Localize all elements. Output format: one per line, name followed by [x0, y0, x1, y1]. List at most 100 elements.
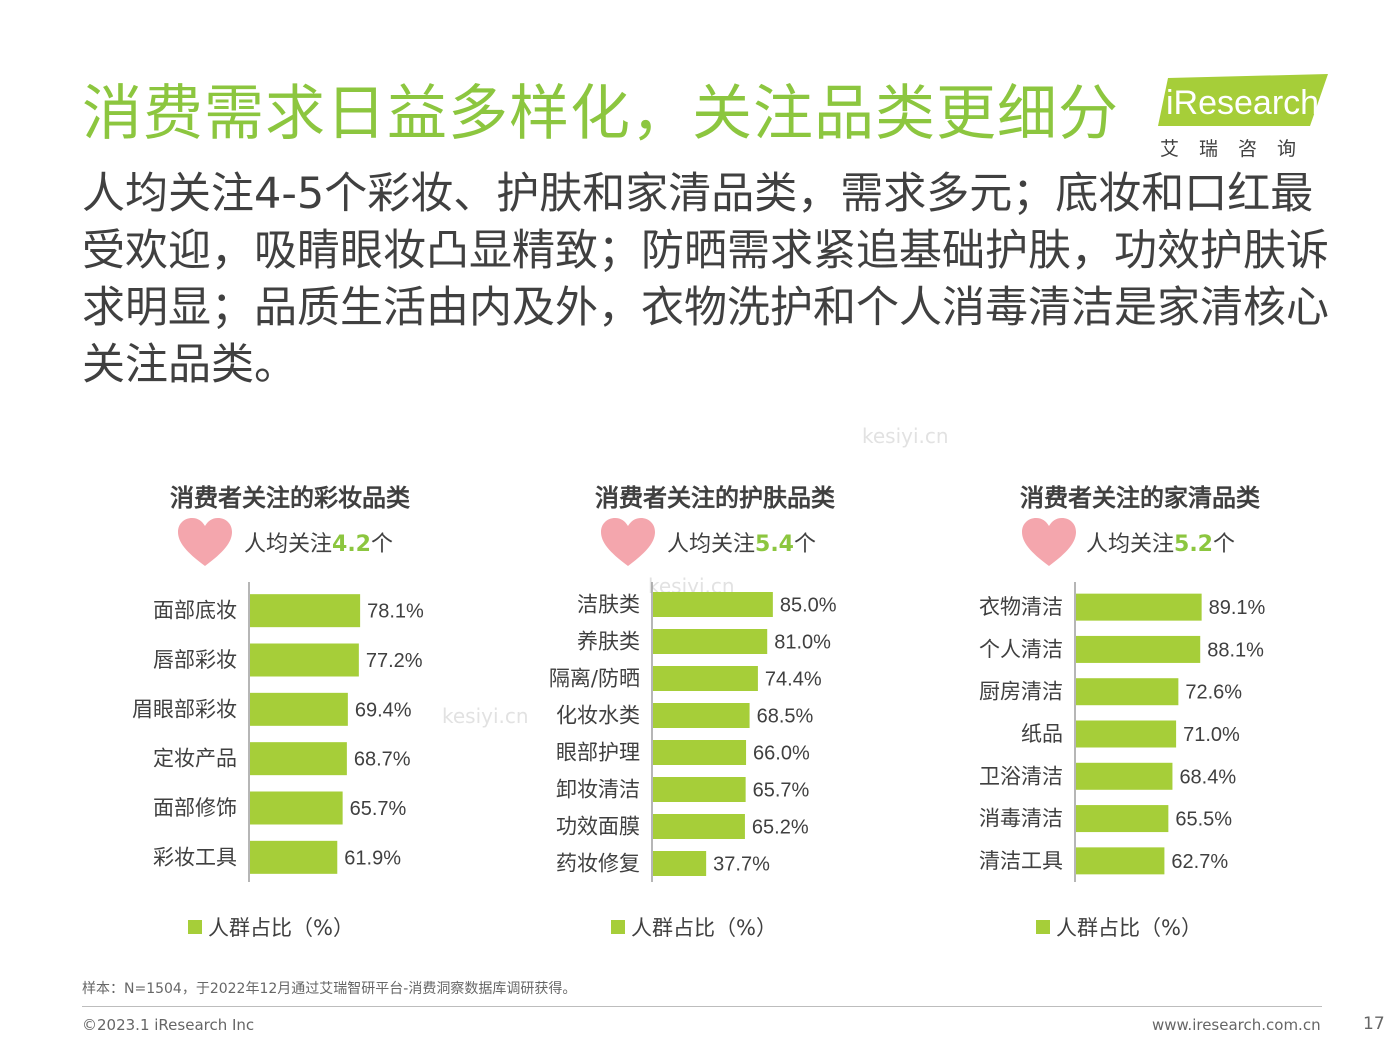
footnote: 样本：N=1504，于2022年12月通过艾瑞智研平台-消费洞察数据库调研获得。: [82, 981, 577, 997]
category-label: 化妆水类: [556, 704, 640, 728]
value-label: 65.7%: [350, 798, 407, 820]
value-label: 77.2%: [366, 650, 423, 672]
copyright: ©2023.1 iResearch Inc: [82, 1016, 255, 1034]
avg-suffix: 个: [1213, 532, 1236, 557]
category-label: 药妆修复: [556, 852, 640, 876]
category-label: 纸品: [1021, 722, 1063, 746]
value-label: 65.5%: [1175, 809, 1232, 831]
value-label: 85.0%: [780, 595, 837, 617]
bar: [250, 840, 338, 874]
bar: [1076, 847, 1165, 875]
bar-chart-makeup: 面部底妆 78.1% 唇部彩妆 77.2% 眉眼部彩妆 69.4% 定妆产品 68.7% 面部修…: [132, 582, 424, 882]
value-label: 69.4%: [355, 699, 412, 721]
legend: 人群占比（%）: [188, 912, 354, 942]
category-label: 功效面膜: [556, 815, 640, 839]
value-label: 72.6%: [1185, 682, 1242, 704]
legend-label: 人群占比（%）: [631, 916, 777, 940]
bar: [1076, 805, 1169, 833]
legend-swatch: [611, 920, 625, 934]
legend: 人群占比（%）: [1036, 912, 1202, 942]
category-label: 清洁工具: [979, 849, 1063, 873]
category-label: 衣物清洁: [979, 595, 1063, 619]
bar: [1076, 635, 1201, 663]
category-label: 眼部护理: [556, 741, 640, 765]
avg-suffix: 个: [794, 532, 817, 557]
category-label: 卸妆清洁: [556, 778, 640, 802]
legend-swatch: [1036, 920, 1050, 934]
category-label: 养肤类: [577, 630, 640, 654]
category-label: 洁肤类: [577, 593, 640, 617]
category-label: 隔离/防晒: [549, 667, 640, 691]
heart-icon: [1022, 518, 1076, 566]
category-label: 彩妆工具: [153, 845, 237, 869]
category-label: 消毒清洁: [979, 807, 1063, 831]
page-number: 17: [1363, 1014, 1385, 1034]
value-label: 61.9%: [344, 847, 401, 869]
legend-label: 人群占比（%）: [1056, 916, 1202, 940]
value-label: 68.5%: [757, 706, 814, 728]
avg-value: 5.4: [755, 532, 794, 557]
category-label: 厨房清洁: [979, 680, 1063, 704]
value-label: 62.7%: [1171, 851, 1228, 873]
legend: 人群占比（%）: [611, 912, 777, 942]
value-label: 68.4%: [1179, 766, 1236, 788]
legend-label: 人群占比（%）: [208, 916, 354, 940]
bar: [250, 594, 361, 628]
bar: [653, 851, 707, 876]
heart-icon: [601, 518, 655, 566]
category-label: 个人清洁: [979, 637, 1063, 661]
bar: [250, 791, 343, 825]
bar: [250, 742, 347, 776]
chart-title: 消费者关注的护肤品类: [595, 484, 835, 512]
bar: [653, 814, 745, 839]
bar: [653, 629, 768, 654]
avg-count: 人均关注4.2个: [244, 526, 393, 558]
category-label: 面部底妆: [153, 599, 237, 623]
category-label: 卫浴清洁: [979, 764, 1063, 788]
bar: [653, 592, 773, 617]
iresearch-logo: iResearch 艾瑞咨询: [1158, 72, 1333, 160]
bar: [250, 643, 359, 677]
avg-count: 人均关注5.2个: [1086, 526, 1235, 558]
avg-suffix: 个: [371, 532, 394, 557]
page-subtitle: 人均关注4-5个彩妆、护肤和家清品类，需求多元；底妆和口红最受欢迎，吸睛眼妆凸显…: [82, 169, 1329, 390]
chart-panel-makeup: 消费者关注的彩妆品类 人均关注4.2个 面部底妆 78.1% 唇部彩妆 77.2% 眉眼…: [80, 470, 500, 950]
bar: [1076, 720, 1177, 748]
chart-panel-household: 消费者关注的家清品类 人均关注5.2个 衣物清洁 89.1% 个人清洁 88.1% 厨房…: [930, 470, 1350, 950]
value-label: 78.1%: [367, 601, 424, 623]
bar: [250, 692, 348, 726]
value-label: 81.0%: [774, 632, 831, 654]
bar: [1076, 593, 1202, 621]
chart-title: 消费者关注的家清品类: [1020, 484, 1260, 512]
footer-divider: [82, 1006, 1322, 1007]
avg-value: 5.2: [1174, 532, 1213, 557]
bar: [653, 666, 758, 691]
avg-prefix: 人均关注: [667, 532, 756, 557]
category-label: 定妆产品: [153, 747, 237, 771]
watermark: kesiyi.cn: [442, 704, 529, 728]
bar: [653, 703, 750, 728]
value-label: 37.7%: [713, 854, 770, 876]
heart-icon: [178, 518, 232, 566]
avg-count: 人均关注5.4个: [667, 526, 816, 558]
bar-chart-skincare: 洁肤类 85.0% 养肤类 81.0% 隔离/防晒 74.4% 化妆水类 68.5% 眼部护理 6…: [549, 582, 837, 882]
category-label: 面部修饰: [153, 796, 237, 820]
website-link[interactable]: www.iresearch.com.cn: [1152, 1016, 1321, 1034]
value-label: 68.7%: [354, 749, 411, 771]
value-label: 65.2%: [752, 817, 809, 839]
bar-chart-household: 衣物清洁 89.1% 个人清洁 88.1% 厨房清洁 72.6% 纸品 71.0% 卫浴清洁 68…: [979, 582, 1266, 882]
value-label: 89.1%: [1209, 597, 1266, 619]
bar: [1076, 678, 1179, 706]
bar: [1076, 762, 1173, 790]
category-label: 唇部彩妆: [153, 648, 237, 672]
value-label: 66.0%: [753, 743, 810, 765]
bar: [653, 777, 746, 802]
logo-subtext: 艾瑞咨询: [1160, 138, 1317, 160]
value-label: 88.1%: [1207, 639, 1264, 661]
category-label: 眉眼部彩妆: [132, 697, 237, 721]
bar: [653, 740, 747, 765]
avg-prefix: 人均关注: [244, 532, 333, 557]
chart-title: 消费者关注的彩妆品类: [170, 484, 410, 512]
avg-prefix: 人均关注: [1086, 532, 1175, 557]
legend-swatch: [188, 920, 202, 934]
